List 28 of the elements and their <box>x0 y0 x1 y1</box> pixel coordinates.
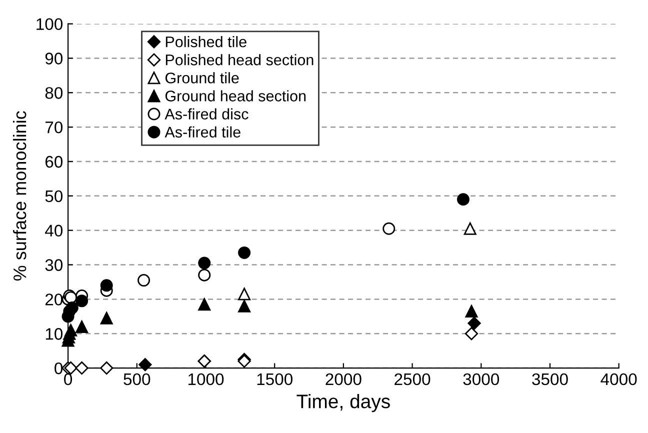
y-tick-label: 0 <box>54 362 63 374</box>
x-tick-label: 500 <box>124 373 150 386</box>
x-tick-label: 1500 <box>257 373 292 386</box>
y-tick-label: 80 <box>45 87 63 99</box>
y-tick-label: 50 <box>45 190 63 202</box>
legend-label: As-fired tile <box>164 126 240 138</box>
y-tick-label: 60 <box>45 156 63 168</box>
y-tick-label: 30 <box>45 259 63 271</box>
y-tick-label: 10 <box>46 328 63 340</box>
legend-label: Ground tile <box>165 72 239 84</box>
legend-label: As-fired disc <box>164 108 248 120</box>
y-axis-title: % surface monoclinic <box>12 111 26 281</box>
x-tick-label: 4000 <box>600 373 637 386</box>
y-tick-label: 90 <box>45 52 63 64</box>
x-tick-label: 2000 <box>326 373 362 386</box>
y-tick-label: 70 <box>45 121 63 134</box>
y-tick-label: 100 <box>36 18 63 30</box>
x-tick-label: 3000 <box>463 373 500 386</box>
x-tick-label: 3500 <box>532 373 568 386</box>
x-tick-label: 1000 <box>188 373 224 386</box>
legend-label: Polished head section <box>166 54 314 66</box>
x-axis-title: Time, days <box>296 394 390 412</box>
x-tick-label: 0 <box>64 373 72 386</box>
legend-label: Ground head section <box>165 90 306 102</box>
x-tick-label: 2500 <box>394 373 430 386</box>
y-tick-label: 20 <box>45 294 63 306</box>
legend-label: Polished tile <box>166 36 246 48</box>
y-tick-label: 40 <box>45 224 63 237</box>
